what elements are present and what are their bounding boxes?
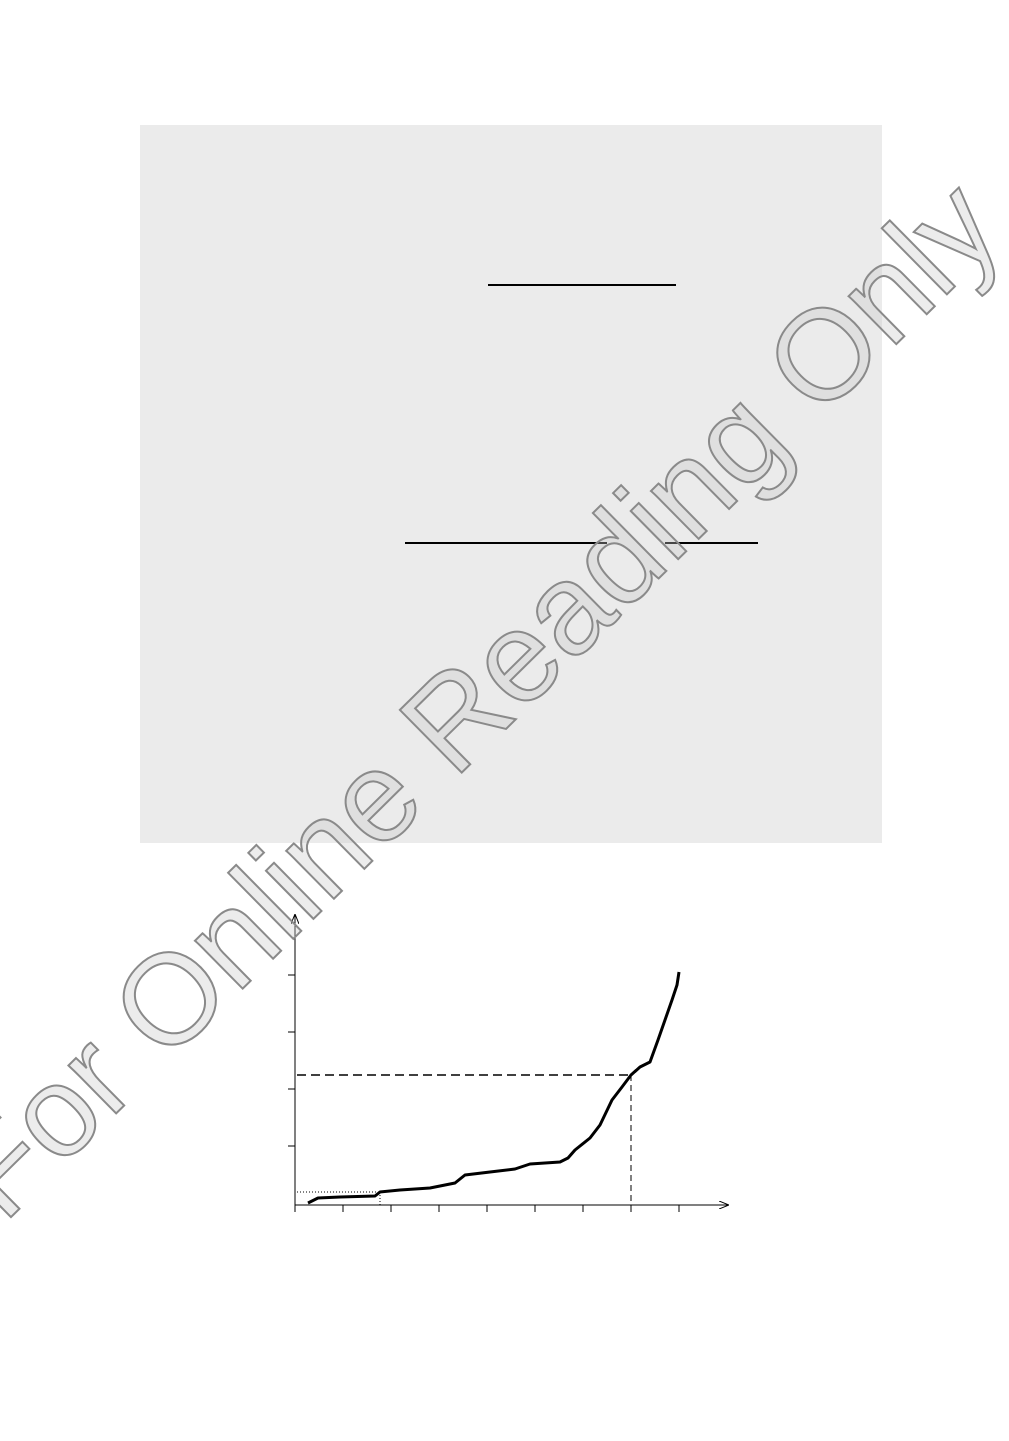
curve <box>307 971 681 1205</box>
x-ticks <box>294 1205 680 1212</box>
figure <box>288 915 728 1212</box>
shaded-box <box>140 125 882 843</box>
y-ticks <box>288 974 295 1147</box>
